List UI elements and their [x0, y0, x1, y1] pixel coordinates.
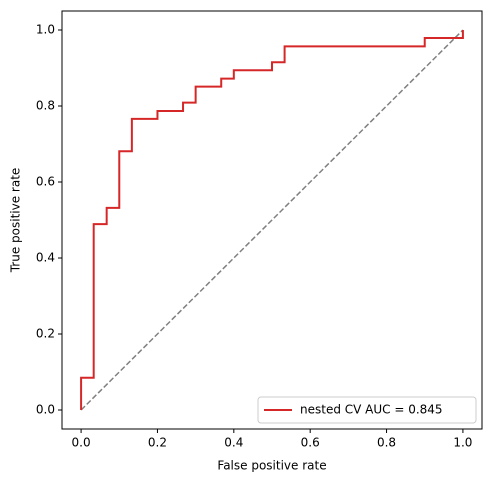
diagonal-line [80, 29, 464, 411]
x-tick-label: 0.8 [377, 436, 396, 450]
y-tick-label: 0.8 [36, 99, 55, 113]
legend-label: nested CV AUC = 0.845 [300, 403, 443, 417]
x-tick-label: 0.0 [72, 436, 91, 450]
axes-frame [61, 10, 483, 430]
y-tick-label: 0.4 [36, 251, 55, 265]
roc-line [80, 30, 464, 410]
y-tick-label: 0.6 [36, 175, 55, 189]
legend-box [257, 396, 477, 424]
y-axis-label: True positive rate [9, 168, 23, 274]
x-tick-label: 1.0 [453, 436, 472, 450]
y-tick-label: 0.0 [36, 403, 55, 417]
x-axis-label: False positive rate [217, 459, 326, 473]
x-tick-label: 0.2 [148, 436, 167, 450]
x-tick-label: 0.4 [224, 436, 243, 450]
x-tick-label: 0.6 [301, 436, 320, 450]
y-tick-label: 1.0 [36, 23, 55, 37]
y-tick-label: 0.2 [36, 327, 55, 341]
